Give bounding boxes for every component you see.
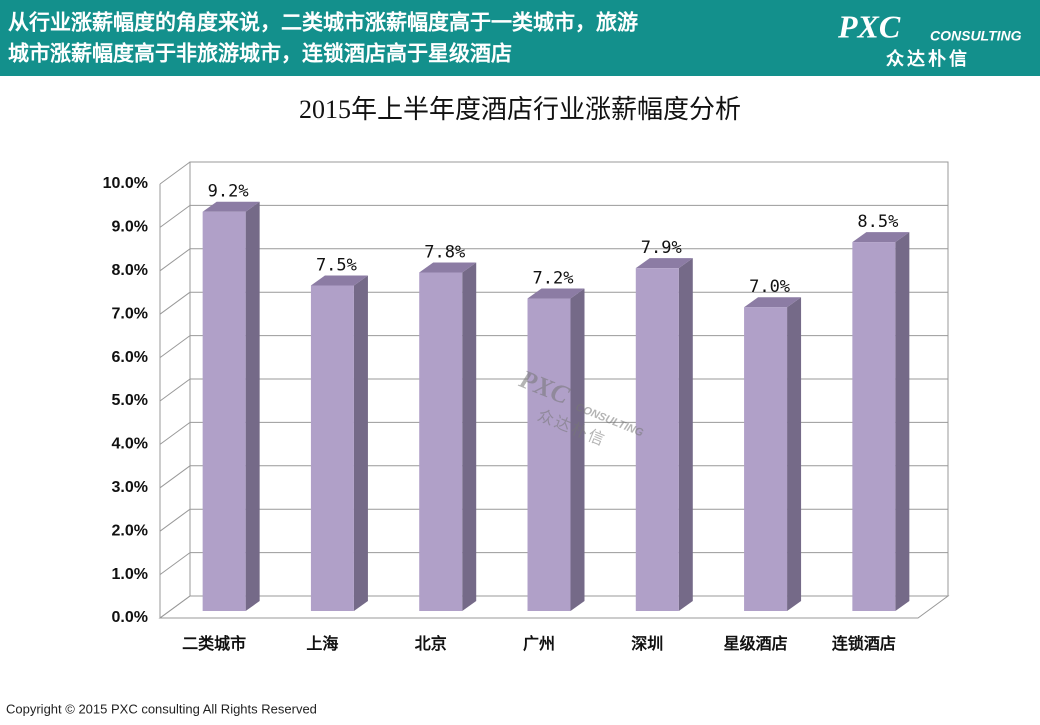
logo: PXC [837,8,901,44]
header-text: 城市涨薪幅度高于非旅游城市，连锁酒店高于星级酒店 [8,42,512,66]
bar [852,232,910,611]
bar-front [635,268,679,611]
value-label: 7.9% [641,238,682,258]
grid-line [159,291,191,315]
bar [527,288,585,611]
grid-line [159,465,191,489]
y-tick-label: 0.0% [112,609,148,626]
logo-sub: CONSULTING [930,28,1022,44]
bar [202,201,260,611]
y-tick-label: 2.0% [112,522,148,539]
header-band [0,0,1040,76]
x-tick-label: 深圳 [631,634,663,653]
y-tick-label: 9.0% [112,219,148,236]
bar-front [202,211,246,611]
bar-front [419,272,463,611]
x-tick-label: 星级酒店 [724,634,788,653]
y-tick-label: 1.0% [112,566,148,583]
grid-line [159,508,191,532]
bar-side [462,262,477,611]
grid-line [159,378,191,402]
grid-line [159,248,191,272]
x-tick-label: 北京 [415,634,447,653]
x-tick-label: 上海 [306,634,338,653]
x-tick-label: 连锁酒店 [832,634,896,653]
y-tick-label: 3.0% [112,479,148,496]
bar [310,275,368,611]
bar-side [787,297,802,611]
grid-line [159,595,191,619]
plot: 0.0% 1.0% 2.0% 3.0% 4.0% 5.0% 6.0% 7.0% 8.0% 9.0%… [103,161,950,653]
copyright: Copyright © 2015 PXC consulting All Righ… [6,701,317,716]
y-tick-label: 8.0% [112,262,148,279]
bar-side [570,288,585,611]
bar [635,258,693,611]
bar-top [744,297,802,308]
y-tick-label: 10.0% [103,175,148,192]
bar-top [852,232,910,243]
grid-line [159,335,191,359]
bar-front [852,242,896,611]
bar [419,262,477,611]
bar-top [202,201,260,212]
grid-line [159,204,191,228]
grid-line [159,552,191,576]
value-label: 7.8% [424,242,465,262]
value-label: 9.2% [208,182,249,202]
bar-side [678,258,693,611]
bar-top [527,288,585,299]
y-tick-label: 7.0% [112,305,148,322]
x-tick-label: 二类城市 [182,634,246,653]
header-text: 从行业涨薪幅度的角度来说，二类城市涨薪幅度高于一类城市，旅游 [8,11,638,35]
bar-front [744,307,788,611]
bar-top [635,258,693,269]
value-label: 7.0% [749,277,790,297]
value-label: 8.5% [857,212,898,232]
bar-front [310,285,354,611]
x-tick-label: 广州 [523,634,555,653]
grid-line [159,421,191,445]
y-tick-label: 4.0% [112,436,148,453]
bar-side [245,201,260,611]
chart-title: 2015年上半年度酒店行业涨薪幅度分析 [299,95,741,124]
bar-side [895,232,910,611]
bar-side [353,275,368,611]
grid-line [159,161,191,185]
bar-top [419,262,477,273]
bar-front [527,298,571,611]
y-tick-label: 6.0% [112,349,148,366]
logo-cn: 众达朴信 [886,48,970,69]
y-tick-label: 5.0% [112,392,148,409]
value-label: 7.5% [316,256,357,276]
bar [744,297,802,611]
value-label: 7.2% [533,269,574,289]
bar-top [310,275,368,286]
